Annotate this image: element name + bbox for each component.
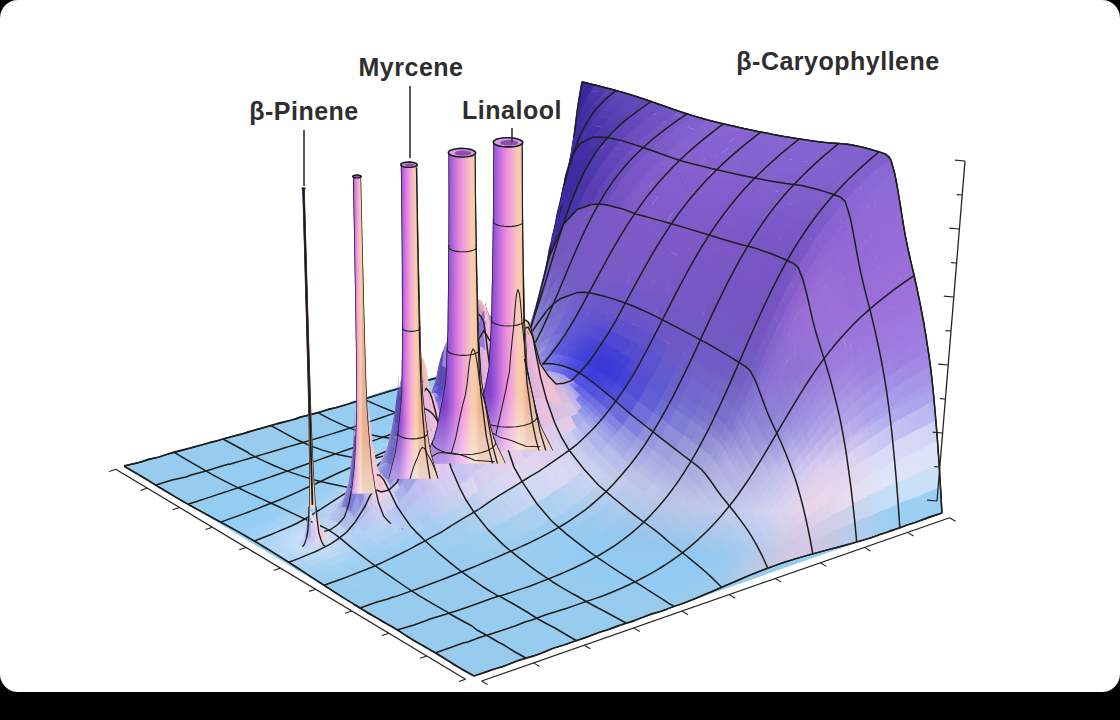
svg-text:β-Caryophyllene: β-Caryophyllene — [736, 47, 939, 75]
svg-text:Myrcene: Myrcene — [359, 53, 464, 81]
svg-text:Linalool: Linalool — [462, 96, 562, 124]
svg-text:β-Pinene: β-Pinene — [249, 97, 359, 125]
